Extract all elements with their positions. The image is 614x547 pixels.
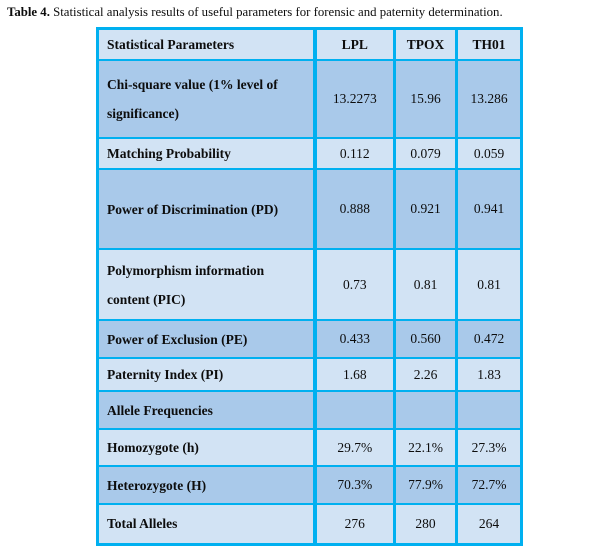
cell-value: 1.68 [313, 357, 396, 393]
cell-value: 0.921 [393, 168, 458, 251]
table-row-chi-square: Chi-square value (1% level of significan… [96, 59, 523, 140]
cell-value: 70.3% [313, 465, 396, 506]
table-caption: Table 4. Statistical analysis results of… [0, 0, 614, 20]
cell-value: 2.26 [393, 357, 458, 393]
cell-value: 0.079 [393, 137, 458, 171]
cell-value: 0.059 [455, 137, 523, 171]
row-label: Matching Probability [96, 137, 317, 171]
cell-value: 72.7% [455, 465, 523, 506]
cell-value: 0.433 [313, 319, 396, 360]
cell-value: 0.81 [455, 248, 523, 322]
row-label: Heterozygote (H) [96, 465, 317, 506]
row-label: Paternity Index (PI) [96, 357, 317, 393]
column-header-statistical-parameters: Statistical Parameters [96, 27, 317, 62]
cell-value: 29.7% [313, 428, 396, 468]
cell-value: 264 [455, 503, 523, 546]
statistics-table: Statistical Parameters LPL TPOX TH01 Chi… [96, 27, 523, 546]
table-row-heterozygote: Heterozygote (H) 70.3% 77.9% 72.7% [96, 465, 523, 506]
cell-value: 27.3% [455, 428, 523, 468]
cell-value: 0.472 [455, 319, 523, 360]
table-row-matching-probability: Matching Probability 0.112 0.079 0.059 [96, 137, 523, 171]
cell-value: 0.560 [393, 319, 458, 360]
table-caption-number: Table 4. [7, 5, 50, 19]
cell-value: 276 [313, 503, 396, 546]
cell-value: 22.1% [393, 428, 458, 468]
row-label: Total Alleles [96, 503, 317, 546]
cell-value [313, 390, 396, 431]
cell-value: 77.9% [393, 465, 458, 506]
row-label: Homozygote (h) [96, 428, 317, 468]
cell-value [455, 390, 523, 431]
header-row: Statistical Parameters LPL TPOX TH01 [96, 27, 523, 62]
table-row-power-of-discrimination: Power of Discrimination (PD) 0.888 0.921… [96, 168, 523, 251]
cell-value: 13.286 [455, 59, 523, 140]
cell-value: 15.96 [393, 59, 458, 140]
table-row-power-of-exclusion: Power of Exclusion (PE) 0.433 0.560 0.47… [96, 319, 523, 360]
row-label: Allele Frequencies [96, 390, 317, 431]
cell-value: 0.888 [313, 168, 396, 251]
row-label: Power of Exclusion (PE) [96, 319, 317, 360]
column-header-tpox: TPOX [393, 27, 458, 62]
row-label: Polymorphism information content (PIC) [96, 248, 317, 322]
row-label: Chi-square value (1% level of significan… [96, 59, 317, 140]
column-header-lpl: LPL [313, 27, 396, 62]
table-row-homozygote: Homozygote (h) 29.7% 22.1% 27.3% [96, 428, 523, 468]
cell-value: 0.112 [313, 137, 396, 171]
table-caption-text: Statistical analysis results of useful p… [49, 5, 503, 19]
row-label: Power of Discrimination (PD) [96, 168, 317, 251]
cell-value: 0.941 [455, 168, 523, 251]
cell-value: 280 [393, 503, 458, 546]
cell-value: 1.83 [455, 357, 523, 393]
cell-value [393, 390, 458, 431]
cell-value: 0.81 [393, 248, 458, 322]
cell-value: 13.2273 [313, 59, 396, 140]
table-row-total-alleles: Total Alleles 276 280 264 [96, 503, 523, 546]
table-row-allele-frequencies: Allele Frequencies [96, 390, 523, 431]
table-row-polymorphism-information-content: Polymorphism information content (PIC) 0… [96, 248, 523, 322]
table-row-paternity-index: Paternity Index (PI) 1.68 2.26 1.83 [96, 357, 523, 393]
column-header-th01: TH01 [455, 27, 523, 62]
cell-value: 0.73 [313, 248, 396, 322]
